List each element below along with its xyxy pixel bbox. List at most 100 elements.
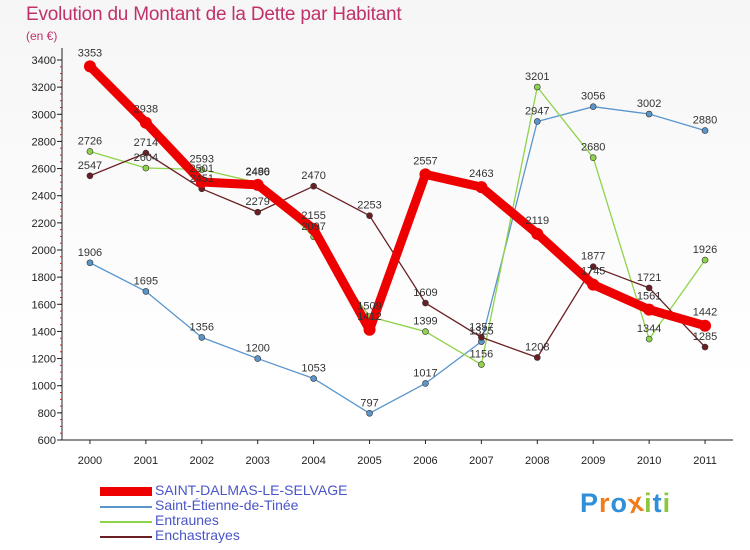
data-label-entraunes: 1399 [413, 316, 437, 328]
data-label-saint-dalmas-le-selvage: 2938 [134, 104, 158, 116]
brand-logo: Proxiti [580, 487, 672, 520]
data-label-enchastrayes: 2547 [78, 160, 102, 172]
brand-letter: i [644, 488, 653, 518]
data-point-enchastrayes [589, 263, 597, 270]
data-label-enchastrayes: 1609 [413, 287, 437, 299]
data-label-saint-etienne-de-tinee: 2880 [693, 115, 717, 127]
y-tick-label: 1000 [32, 381, 56, 393]
brand-letter: i [662, 488, 672, 518]
data-point-saint-etienne-de-tinee [310, 375, 317, 382]
x-tick-label: 2008 [525, 455, 549, 467]
brand-letter: P [580, 488, 600, 518]
data-point-enchastrayes [310, 182, 317, 190]
data-point-saint-dalmas-le-selvage [307, 222, 320, 235]
data-label-entraunes: 1509 [357, 301, 381, 313]
x-tick-label: 2007 [469, 455, 493, 467]
data-label-saint-dalmas-le-selvage: 2557 [413, 155, 437, 167]
data-point-entraunes [645, 335, 653, 343]
data-label-saint-dalmas-le-selvage: 2480 [245, 166, 269, 178]
data-point-enchastrayes [533, 354, 541, 361]
y-tick-label: 800 [38, 408, 56, 420]
data-labels: 3353 2938 2501 2480 2155 1412 2557 2463 2119 1745… [78, 47, 718, 409]
y-tick-label: 2600 [32, 164, 56, 176]
legend-swatch [100, 487, 152, 496]
data-point-entraunes [142, 164, 150, 172]
data-label-entraunes: 2604 [134, 152, 158, 164]
data-point-enchastrayes [254, 208, 262, 216]
data-label-saint-dalmas-le-selvage: 1745 [581, 266, 605, 278]
data-point-saint-etienne-de-tinee [701, 127, 709, 134]
data-label-enchastrayes: 1877 [581, 251, 605, 263]
legend-swatch [100, 521, 152, 523]
data-label-saint-etienne-de-tinee: 1325 [469, 326, 493, 338]
x-tick-label: 2004 [301, 455, 325, 467]
data-label-entraunes: 2593 [190, 154, 214, 166]
y-tick-label: 1800 [32, 272, 56, 284]
data-point-enchastrayes [422, 299, 429, 307]
data-point-enchastrayes [701, 343, 709, 351]
data-point-saint-etienne-de-tinee [366, 409, 373, 417]
data-point-entraunes [86, 148, 94, 155]
data-point-saint-dalmas-le-selvage [475, 181, 488, 194]
data-label-entraunes: 2726 [78, 135, 102, 147]
data-point-saint-etienne-de-tinee [422, 380, 429, 387]
data-point-entraunes [422, 328, 429, 335]
data-label-entraunes: 2496 [245, 167, 269, 179]
y-tick-label: 3400 [32, 55, 56, 67]
x-tick-label: 2002 [190, 455, 214, 467]
data-label-saint-etienne-de-tinee: 3002 [637, 98, 661, 110]
legend-swatch [100, 506, 152, 508]
x-tick-label: 2005 [357, 455, 381, 467]
data-point-saint-etienne-de-tinee [198, 334, 206, 341]
legend-label: Entraunes [155, 512, 219, 528]
data-point-saint-etienne-de-tinee [589, 103, 597, 110]
data-label-saint-dalmas-le-selvage: 2501 [190, 163, 214, 175]
data-point-saint-dalmas-le-selvage [139, 116, 152, 129]
y-tick-label: 2400 [32, 191, 56, 203]
data-label-enchastrayes: 2714 [134, 137, 158, 149]
data-point-entraunes [533, 83, 541, 91]
data-point-enchastrayes [366, 212, 373, 219]
data-label-saint-dalmas-le-selvage: 1442 [693, 307, 717, 319]
data-label-entraunes: 1344 [637, 323, 661, 335]
x-tick-label: 2006 [413, 455, 437, 467]
y-tick-label: 2200 [32, 218, 56, 230]
x-tick-label: 2003 [245, 455, 269, 467]
data-label-enchastrayes: 2253 [357, 200, 381, 212]
data-label-saint-etienne-de-tinee: 1200 [245, 343, 269, 355]
data-point-saint-dalmas-le-selvage [419, 168, 432, 181]
data-label-enchastrayes: 1721 [637, 272, 661, 284]
data-point-saint-dalmas-le-selvage [83, 60, 96, 73]
x-tick-label: 2001 [134, 455, 158, 467]
data-point-enchastrayes [86, 172, 94, 180]
data-label-saint-etienne-de-tinee: 1053 [301, 363, 325, 375]
data-label-enchastrayes: 1208 [525, 341, 549, 353]
data-point-entraunes [478, 361, 485, 368]
data-point-saint-dalmas-le-selvage [587, 278, 600, 291]
data-point-entraunes [198, 166, 206, 173]
data-label-saint-etienne-de-tinee: 1356 [190, 321, 214, 333]
data-label-entraunes: 1926 [693, 244, 717, 256]
legend-swatch [100, 536, 152, 538]
y-tick-label: 3000 [32, 109, 56, 121]
data-label-entraunes: 2680 [581, 142, 605, 154]
data-label-saint-dalmas-le-selvage: 2119 [525, 215, 549, 227]
data-label-enchastrayes: 1285 [693, 331, 717, 343]
data-label-saint-dalmas-le-selvage: 1412 [357, 311, 381, 323]
data-label-enchastrayes: 2451 [190, 173, 214, 185]
data-label-entraunes: 1156 [470, 349, 494, 361]
data-point-enchastrayes [645, 284, 653, 292]
brand-letter: t [652, 488, 663, 518]
data-label-entraunes: 2097 [301, 221, 325, 233]
data-label-enchastrayes: 2279 [245, 196, 269, 208]
data-point-saint-etienne-de-tinee [254, 355, 262, 362]
legend-label: Enchastrayes [155, 527, 240, 543]
data-label-enchastrayes: 1357 [469, 321, 493, 333]
data-point-entraunes [701, 256, 709, 264]
legend-label: Saint-Étienne-de-Tinée [155, 497, 299, 513]
y-tick-label: 1200 [32, 354, 56, 366]
data-point-entraunes [589, 154, 597, 162]
data-label-saint-etienne-de-tinee: 3056 [581, 91, 605, 103]
chart-title: Evolution du Montant de la Dette par Hab… [26, 4, 402, 25]
